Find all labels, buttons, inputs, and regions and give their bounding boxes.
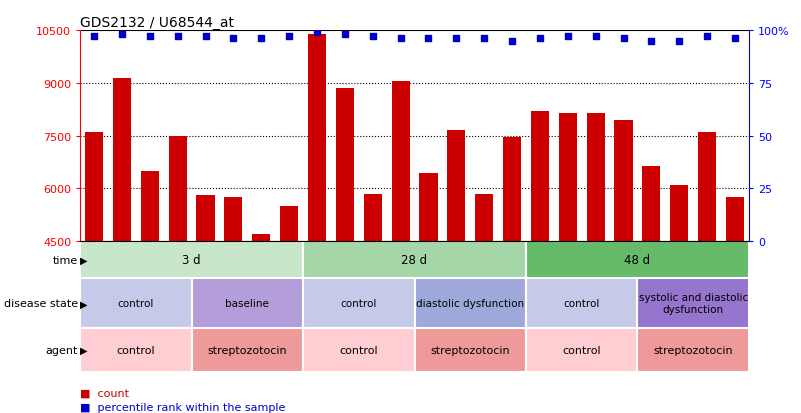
Point — [283, 34, 296, 40]
Text: streptozotocin: streptozotocin — [207, 345, 287, 355]
Bar — [224, 198, 243, 242]
Bar — [303, 279, 415, 328]
Bar — [526, 242, 749, 279]
Text: control: control — [564, 299, 600, 309]
Point — [533, 36, 546, 43]
Text: agent: agent — [46, 345, 78, 355]
Point — [199, 34, 212, 40]
Point — [394, 36, 407, 43]
Text: 48 d: 48 d — [625, 254, 650, 267]
Point — [645, 38, 658, 45]
Point — [450, 36, 463, 43]
Text: ▶: ▶ — [80, 299, 87, 309]
Bar — [303, 242, 526, 279]
Bar — [475, 194, 493, 242]
Point — [673, 38, 686, 45]
Bar — [280, 206, 298, 242]
Text: ■  count: ■ count — [80, 387, 129, 397]
Text: disease state: disease state — [3, 299, 78, 309]
Text: systolic and diastolic
dysfunction: systolic and diastolic dysfunction — [638, 293, 748, 314]
Point — [115, 32, 128, 38]
Point — [590, 34, 602, 40]
Text: control: control — [118, 299, 154, 309]
Bar — [85, 133, 103, 242]
Bar — [191, 279, 303, 328]
Bar — [191, 328, 303, 372]
Text: control: control — [340, 345, 378, 355]
Point — [701, 34, 714, 40]
Bar — [503, 138, 521, 242]
Point — [617, 36, 630, 43]
Text: time: time — [52, 255, 78, 265]
Text: GDS2132 / U68544_at: GDS2132 / U68544_at — [80, 16, 234, 30]
Bar — [141, 171, 159, 242]
Text: diastolic dysfunction: diastolic dysfunction — [417, 299, 525, 309]
Bar — [642, 166, 661, 242]
Text: streptozotocin: streptozotocin — [654, 345, 733, 355]
Bar — [420, 173, 437, 242]
Bar — [698, 133, 716, 242]
Bar — [638, 279, 749, 328]
Bar — [303, 328, 415, 372]
Point — [422, 36, 435, 43]
Point — [477, 36, 490, 43]
Bar — [559, 114, 577, 242]
Bar — [308, 34, 326, 242]
Bar — [447, 131, 465, 242]
Bar — [586, 114, 605, 242]
Bar — [252, 235, 270, 242]
Bar — [168, 136, 187, 242]
Bar — [670, 185, 688, 242]
Bar — [415, 328, 526, 372]
Point — [227, 36, 239, 43]
Bar — [392, 82, 409, 242]
Bar — [614, 121, 633, 242]
Bar — [726, 198, 744, 242]
Bar — [196, 196, 215, 242]
Bar — [80, 242, 303, 279]
Text: control: control — [562, 345, 601, 355]
Point — [366, 34, 379, 40]
Bar — [336, 89, 354, 242]
Point — [562, 34, 574, 40]
Point — [87, 34, 100, 40]
Text: control: control — [340, 299, 377, 309]
Bar — [80, 279, 191, 328]
Bar — [526, 279, 638, 328]
Point — [311, 30, 324, 36]
Text: 3 d: 3 d — [183, 254, 201, 267]
Bar — [638, 328, 749, 372]
Text: ▶: ▶ — [80, 255, 87, 265]
Text: baseline: baseline — [225, 299, 269, 309]
Text: 28 d: 28 d — [401, 254, 428, 267]
Point — [729, 36, 742, 43]
Point — [171, 34, 184, 40]
Bar — [526, 328, 638, 372]
Text: ▶: ▶ — [80, 345, 87, 355]
Text: streptozotocin: streptozotocin — [430, 345, 510, 355]
Bar — [415, 279, 526, 328]
Bar — [531, 112, 549, 242]
Point — [505, 38, 518, 45]
Bar — [113, 78, 131, 242]
Bar — [364, 194, 382, 242]
Point — [339, 32, 352, 38]
Text: control: control — [116, 345, 155, 355]
Point — [143, 34, 156, 40]
Text: ■  percentile rank within the sample: ■ percentile rank within the sample — [80, 402, 285, 412]
Point — [255, 36, 268, 43]
Bar — [80, 328, 191, 372]
